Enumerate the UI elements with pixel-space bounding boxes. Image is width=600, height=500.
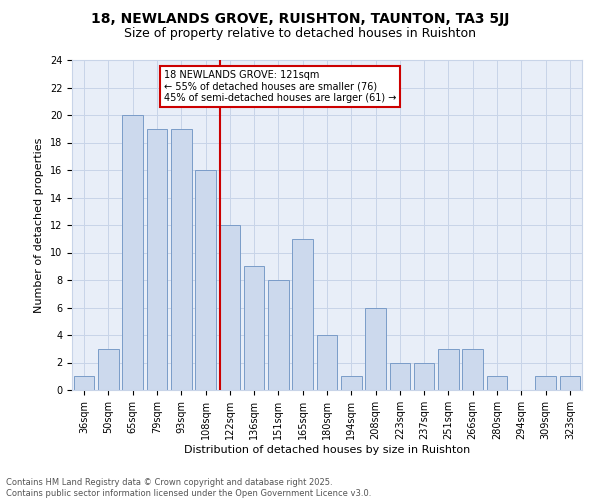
Bar bbox=[146, 128, 167, 390]
Text: Size of property relative to detached houses in Ruishton: Size of property relative to detached ho… bbox=[124, 28, 476, 40]
X-axis label: Distribution of detached houses by size in Ruishton: Distribution of detached houses by size … bbox=[184, 444, 470, 454]
Text: Contains HM Land Registry data © Crown copyright and database right 2025.
Contai: Contains HM Land Registry data © Crown c… bbox=[6, 478, 371, 498]
Bar bbox=[268, 280, 289, 390]
Bar bbox=[414, 362, 434, 390]
Bar bbox=[389, 362, 410, 390]
Y-axis label: Number of detached properties: Number of detached properties bbox=[34, 138, 44, 312]
Bar bbox=[171, 128, 191, 390]
Text: 18, NEWLANDS GROVE, RUISHTON, TAUNTON, TA3 5JJ: 18, NEWLANDS GROVE, RUISHTON, TAUNTON, T… bbox=[91, 12, 509, 26]
Bar bbox=[122, 115, 143, 390]
Bar bbox=[195, 170, 216, 390]
Bar bbox=[74, 376, 94, 390]
Bar bbox=[220, 225, 240, 390]
Bar bbox=[292, 239, 313, 390]
Bar bbox=[535, 376, 556, 390]
Bar bbox=[317, 335, 337, 390]
Bar bbox=[463, 349, 483, 390]
Bar bbox=[341, 376, 362, 390]
Text: 18 NEWLANDS GROVE: 121sqm
← 55% of detached houses are smaller (76)
45% of semi-: 18 NEWLANDS GROVE: 121sqm ← 55% of detac… bbox=[164, 70, 396, 103]
Bar bbox=[365, 308, 386, 390]
Bar bbox=[244, 266, 265, 390]
Bar bbox=[487, 376, 508, 390]
Bar bbox=[98, 349, 119, 390]
Bar bbox=[560, 376, 580, 390]
Bar bbox=[438, 349, 459, 390]
